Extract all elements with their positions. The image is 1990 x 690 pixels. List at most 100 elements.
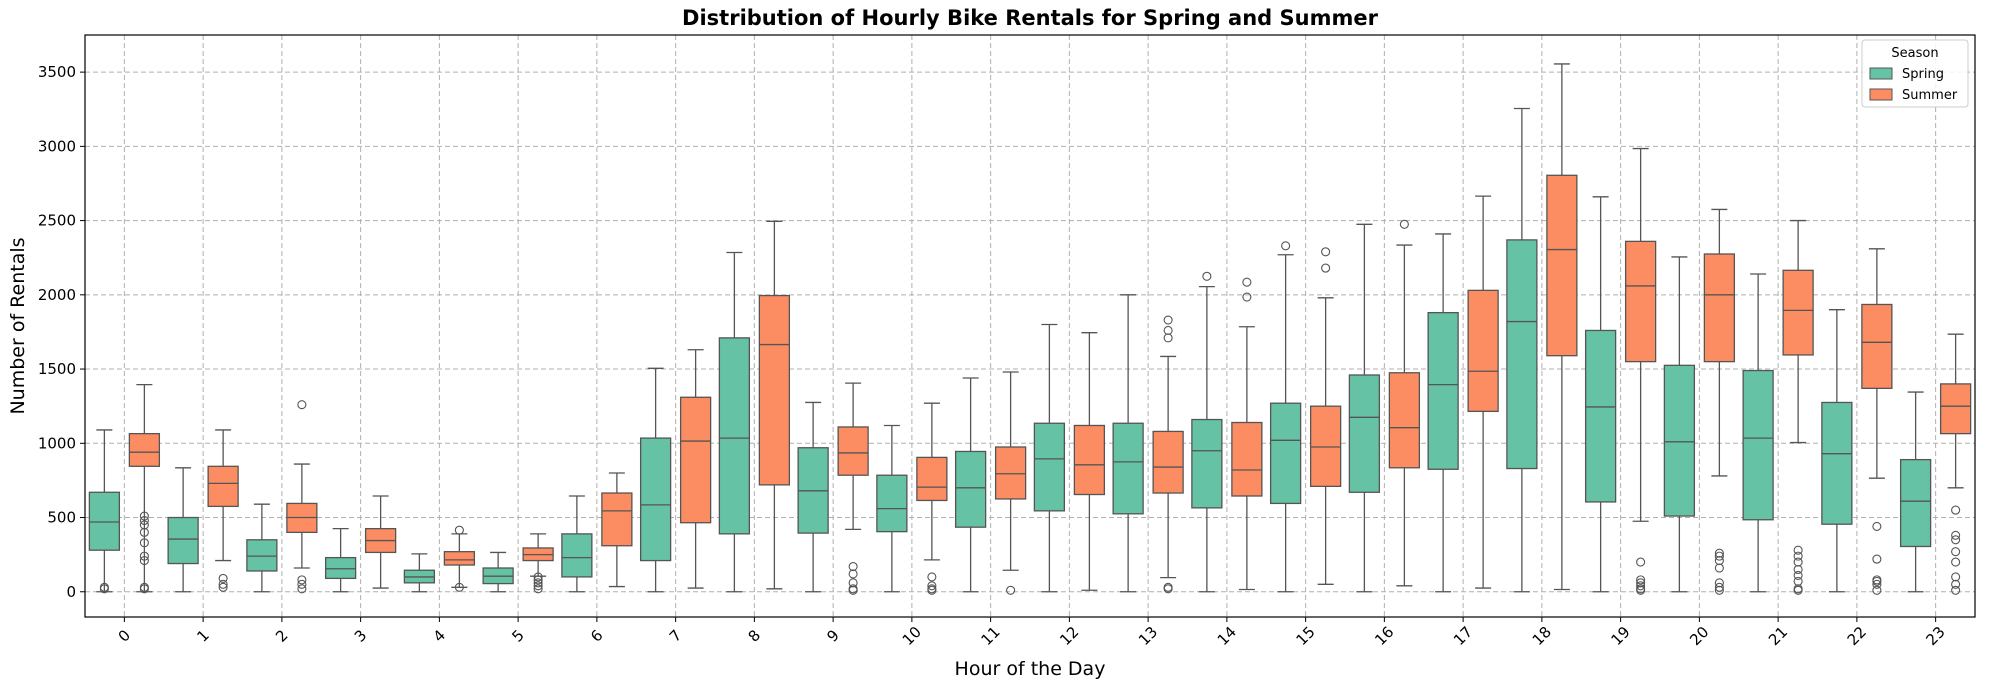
box-iqr bbox=[128, 432, 161, 467]
x-axis: 0 1 2 3 4 5 6 7 8 9 10 11 12 13 14 15 16 17 18 19 20 21 22 23 bbox=[115, 617, 1949, 649]
box-summer-hour-9 bbox=[837, 382, 869, 595]
outlier-point bbox=[139, 511, 149, 521]
box-summer-hour-12 bbox=[1073, 332, 1106, 591]
x-tick-label: 4 bbox=[430, 626, 449, 645]
box-iqr bbox=[876, 474, 908, 533]
box-iqr bbox=[639, 437, 672, 562]
x-tick-label: 11 bbox=[978, 623, 1004, 649]
box-iqr bbox=[561, 533, 593, 578]
box-spring-hour-22 bbox=[1821, 309, 1853, 593]
outlier-point bbox=[533, 581, 543, 591]
outlier-point bbox=[1636, 578, 1646, 588]
box-iqr bbox=[1703, 253, 1736, 363]
box-iqr bbox=[1112, 422, 1144, 515]
box-iqr bbox=[167, 516, 199, 565]
outlier-point bbox=[1951, 530, 1961, 540]
box-iqr bbox=[1309, 405, 1342, 487]
x-tick-label: 3 bbox=[351, 626, 370, 645]
box-summer-hour-18 bbox=[1546, 63, 1578, 591]
outlier-point bbox=[848, 561, 858, 572]
box-iqr bbox=[1269, 402, 1302, 505]
y-tick-label: 500 bbox=[47, 509, 76, 527]
outlier-point bbox=[533, 584, 543, 594]
box-summer-hour-23 bbox=[1939, 333, 1972, 595]
box-iqr bbox=[1742, 369, 1774, 521]
box-summer-hour-7 bbox=[679, 349, 712, 589]
box-iqr bbox=[1821, 401, 1853, 525]
y-tick-label: 2000 bbox=[38, 286, 76, 304]
box-summer-hour-20 bbox=[1703, 208, 1736, 595]
outlier-point bbox=[99, 582, 109, 592]
x-tick-label: 0 bbox=[115, 626, 134, 645]
outlier-point bbox=[1636, 584, 1646, 594]
x-tick-label: 14 bbox=[1214, 623, 1240, 649]
outlier-point bbox=[218, 582, 228, 592]
box-summer-hour-4 bbox=[443, 525, 476, 592]
box-spring-hour-5 bbox=[482, 551, 514, 593]
box-spring-hour-18 bbox=[1506, 107, 1538, 593]
outlier-point bbox=[533, 575, 543, 585]
box-summer-hour-14 bbox=[1231, 277, 1263, 591]
y-tick-label: 1000 bbox=[38, 434, 76, 452]
x-tick-label: 21 bbox=[1765, 623, 1791, 649]
outlier-point bbox=[1951, 535, 1961, 545]
box-iqr bbox=[679, 396, 712, 524]
x-tick-label: 19 bbox=[1608, 623, 1634, 649]
outlier-point bbox=[1793, 551, 1803, 561]
outlier-point bbox=[1872, 575, 1882, 585]
outlier-point bbox=[1321, 247, 1331, 257]
outlier-point bbox=[1163, 333, 1173, 343]
outlier-point bbox=[297, 400, 307, 410]
outlier-point bbox=[1242, 292, 1252, 302]
outlier-point bbox=[1714, 563, 1724, 573]
y-tick-label: 3500 bbox=[38, 63, 76, 81]
legend: Season Spring Summer bbox=[1861, 39, 1969, 108]
outlier-point bbox=[1006, 585, 1016, 595]
box-plots bbox=[88, 63, 1972, 595]
x-tick-label: 20 bbox=[1686, 623, 1712, 649]
x-tick-label: 12 bbox=[1056, 623, 1082, 649]
outlier-point bbox=[848, 584, 858, 594]
outlier-point bbox=[218, 579, 228, 589]
y-axis: 0 500 1000 1500 2000 2500 3000 3500 bbox=[38, 63, 85, 601]
box-summer-hour-16 bbox=[1388, 219, 1421, 587]
outlier-point bbox=[1163, 582, 1173, 592]
x-tick-label: 18 bbox=[1529, 623, 1555, 649]
x-tick-label: 15 bbox=[1293, 623, 1319, 649]
outlier-point bbox=[1242, 277, 1252, 287]
outlier-point bbox=[1793, 557, 1803, 567]
outlier-point bbox=[1793, 584, 1803, 594]
outlier-point bbox=[1793, 545, 1803, 555]
outlier-point bbox=[297, 584, 307, 594]
outlier-point bbox=[1872, 585, 1882, 595]
legend-swatch-summer bbox=[1869, 88, 1893, 101]
box-iqr bbox=[207, 465, 239, 508]
box-summer-hour-17 bbox=[1467, 195, 1499, 589]
box-iqr bbox=[837, 426, 869, 476]
outlier-point bbox=[1951, 572, 1961, 582]
outlier-point bbox=[1714, 556, 1724, 566]
box-iqr bbox=[324, 556, 357, 580]
box-spring-hour-10 bbox=[876, 424, 908, 593]
outlier-point bbox=[139, 556, 149, 566]
box-spring-hour-2 bbox=[246, 503, 278, 593]
outlier-point bbox=[1202, 271, 1212, 281]
outlier-point bbox=[1636, 575, 1646, 585]
outlier-point bbox=[1163, 325, 1173, 336]
box-iqr bbox=[88, 491, 121, 551]
box-spring-hour-19 bbox=[1584, 196, 1617, 593]
box-spring-hour-23 bbox=[1899, 391, 1932, 593]
box-iqr bbox=[1427, 311, 1459, 470]
box-iqr bbox=[246, 539, 278, 572]
box-iqr bbox=[1033, 422, 1066, 512]
x-tick-label: 17 bbox=[1450, 623, 1476, 649]
legend-swatch-spring bbox=[1869, 67, 1893, 80]
box-iqr bbox=[601, 492, 633, 547]
x-tick-label: 22 bbox=[1844, 623, 1870, 649]
box-iqr bbox=[1348, 374, 1381, 493]
box-iqr bbox=[443, 551, 476, 566]
box-iqr bbox=[1624, 240, 1657, 363]
box-summer-hour-5 bbox=[522, 533, 554, 594]
outlier-point bbox=[454, 525, 464, 535]
box-spring-hour-14 bbox=[1191, 271, 1223, 593]
